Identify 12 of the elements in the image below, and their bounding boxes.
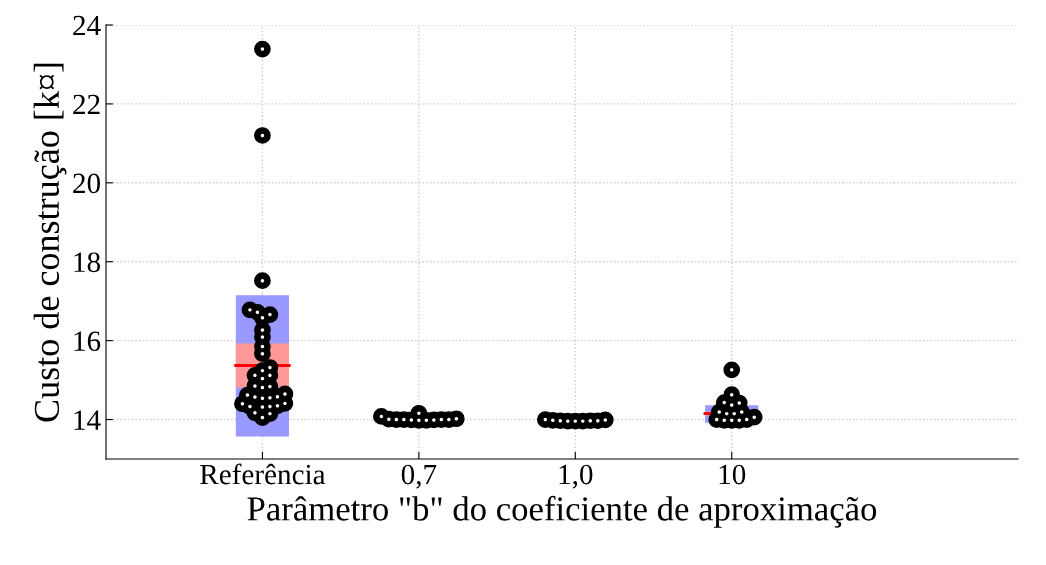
x-tick-label: 10 (719, 464, 746, 485)
x-tick-label: 0,7 (401, 464, 437, 489)
y-tick-label: 16 (74, 331, 101, 352)
y-tick-label: 24 (73, 15, 101, 36)
x-tick-label: Referência (200, 463, 326, 485)
y-tick-label: 20 (73, 173, 101, 194)
y-axis-title: Custo de construção [k¤] (33, 63, 67, 422)
x-axis-title: Parâmetro "b" do coeficiente de aproximação (247, 495, 877, 528)
y-tick-label: 14 (74, 410, 101, 430)
y-tick-label: 22 (73, 94, 100, 115)
x-tick-label: 1,0 (559, 464, 593, 489)
y-tick-label: 18 (74, 252, 101, 273)
